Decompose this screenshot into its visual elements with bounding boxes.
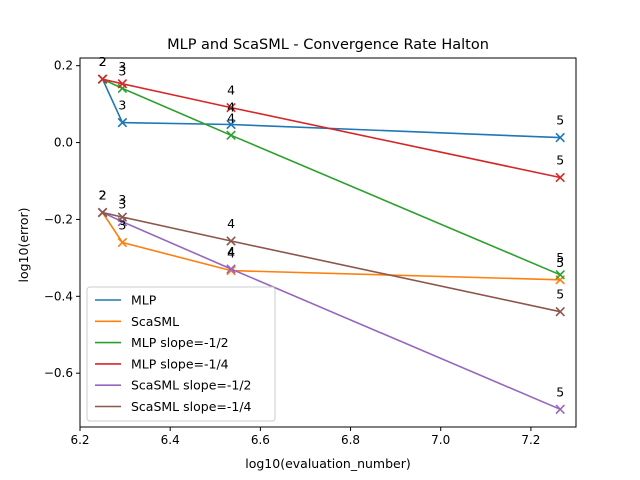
x-axis: 6.2 6.4 6.6 6.8 7.0 7.2: [70, 427, 540, 447]
y-tick-label: −0.2: [44, 212, 73, 226]
data-point-marker: [117, 78, 128, 89]
legend-entry-label: MLP slope=-1/2: [131, 335, 229, 350]
series-line: [102, 211, 561, 411]
y-axis-label: log10(error): [16, 208, 31, 283]
x-tick-label: 6.8: [341, 433, 360, 447]
x-tick-label: 6.6: [251, 433, 270, 447]
data-point-label: 4: [227, 83, 235, 98]
data-point-marker: [226, 119, 236, 130]
data-point-label: 2: [99, 54, 107, 69]
legend-entry-label: MLP slope=-1/4: [131, 356, 229, 371]
data-point-label: 3: [118, 197, 126, 212]
data-point-marker: [226, 236, 236, 246]
y-axis: −0.6 −0.4 −0.2 0.0 0.2: [44, 59, 80, 380]
data-point-label: 5: [556, 255, 564, 270]
y-tick-label: −0.6: [44, 366, 73, 380]
x-tick-label: 7.0: [431, 433, 450, 447]
data-point-label: 2: [99, 188, 107, 203]
series-layer: [97, 74, 565, 415]
series-line: [101, 212, 561, 281]
data-point-marker: [226, 130, 236, 141]
y-tick-label: 0.0: [54, 136, 73, 150]
data-point-label: 4: [227, 110, 235, 125]
data-point-label: 2: [99, 54, 107, 69]
data-point-label: 2: [99, 54, 107, 69]
data-point-marker: [555, 132, 565, 143]
data-point-label: 3: [118, 192, 126, 207]
data-point-label: 3: [118, 218, 126, 233]
legend: MLP ScaSML MLP slope=-1/2 MLP slope=-1/4 Sca…: [86, 286, 276, 422]
plot-frame: [79, 57, 577, 428]
chart-title: MLP and ScaSML - Convergence Rate Halton: [167, 37, 489, 53]
series-scasml-slope-1-4: [97, 207, 565, 317]
data-point-label: 3: [118, 63, 126, 78]
data-point-label: 5: [556, 287, 564, 302]
y-tick-label: 0.2: [54, 59, 73, 73]
series-line: [101, 78, 561, 139]
series-line: [102, 78, 561, 276]
series-mlp-slope-1-4: [97, 74, 565, 183]
legend-entry-label: MLP: [131, 293, 157, 308]
y-tick-label: −0.4: [44, 289, 73, 303]
data-point-marker: [555, 306, 565, 317]
x-tick-label: 6.4: [161, 433, 180, 447]
data-point-marker: [226, 264, 236, 274]
data-point-marker: [97, 74, 108, 84]
data-point-label: 3: [118, 98, 126, 113]
data-point-label: 5: [556, 250, 564, 265]
data-point-label: 4: [227, 244, 235, 259]
legend-entry-label: ScaSML slope=-1/2: [131, 378, 251, 393]
x-axis-label: log10(evaluation_number): [245, 456, 411, 471]
data-point-label: 5: [556, 384, 564, 399]
data-point-label: 4: [227, 246, 235, 261]
legend-box: [86, 286, 276, 422]
legend-entry-label: ScaSML slope=-1/4: [131, 399, 252, 414]
data-point-label: 5: [556, 113, 564, 128]
data-point-label: 5: [556, 153, 564, 168]
data-point-marker: [226, 102, 236, 113]
data-point-marker: [117, 237, 128, 248]
series-line: [102, 78, 561, 179]
data-point-marker: [117, 212, 128, 222]
legend-entry-label: ScaSML: [131, 314, 179, 329]
data-point-marker: [555, 172, 565, 183]
data-point-marker: [97, 207, 108, 218]
series-line: [102, 211, 561, 313]
x-tick-label: 6.2: [70, 433, 89, 447]
data-point-marker: [555, 404, 565, 415]
x-tick-label: 7.2: [521, 433, 540, 447]
series-mlp-slope-1-2: [97, 74, 565, 280]
data-point-label: 4: [227, 216, 235, 231]
data-point-label: 2: [99, 188, 107, 203]
data-point-label: 3: [118, 59, 126, 74]
data-point-label: 2: [99, 188, 107, 203]
data-point-marker: [555, 270, 565, 280]
data-point-label: 4: [227, 99, 235, 114]
data-point-marker: [117, 117, 128, 128]
